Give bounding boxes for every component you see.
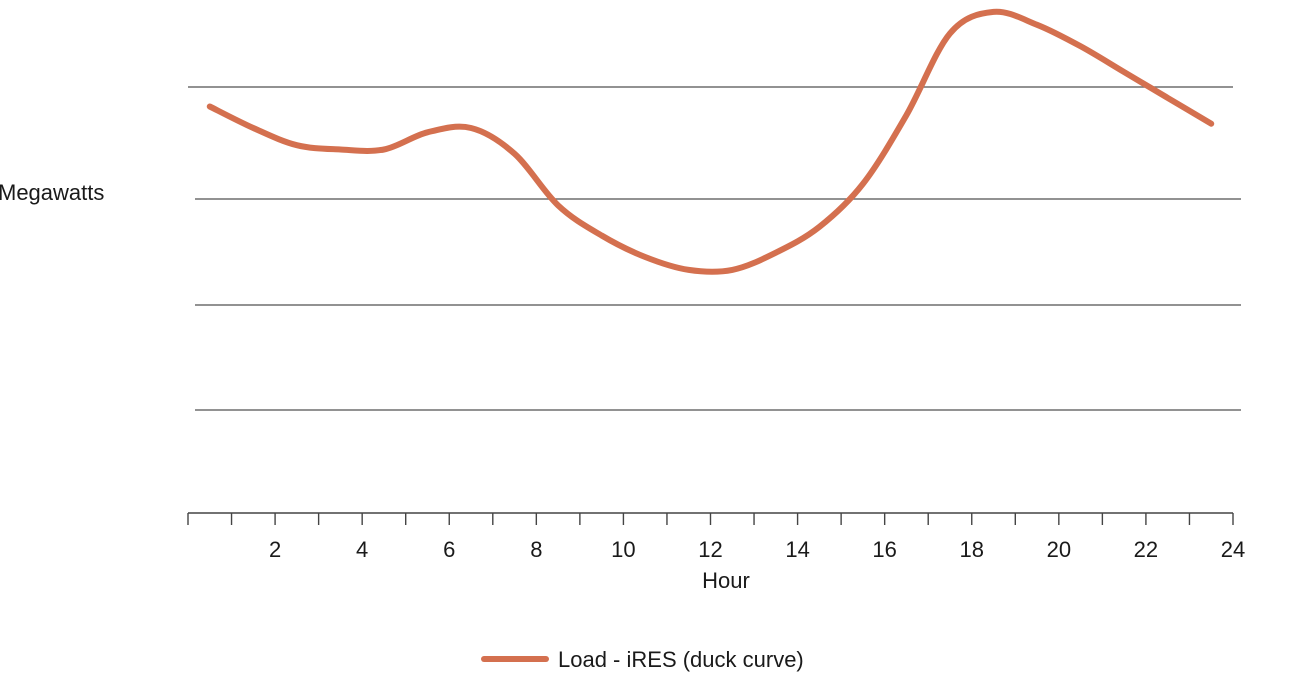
x-tick-label: 22 [1134, 537, 1158, 562]
x-tick-label: 4 [356, 537, 368, 562]
x-tick-label: 20 [1047, 537, 1071, 562]
legend-label: Load - iRES (duck curve) [558, 647, 804, 672]
x-tick-label: 2 [269, 537, 281, 562]
series-layer [206, 8, 1215, 275]
legend: Load - iRES (duck curve) [481, 647, 804, 672]
x-tick-labels: 2 4 6 8 10 12 14 16 18 20 22 24 [269, 537, 1245, 562]
x-tick-label: 12 [698, 537, 722, 562]
gridlines [188, 86, 1241, 411]
x-tick-label: 18 [960, 537, 984, 562]
series-line [206, 8, 1215, 275]
x-tick-label: 6 [443, 537, 455, 562]
y-axis-title: Megawatts [0, 180, 104, 205]
x-tick-label: 16 [872, 537, 896, 562]
x-axis [187, 512, 1234, 525]
x-tick-label: 14 [785, 537, 809, 562]
x-tick-label: 10 [611, 537, 635, 562]
x-tick-label: 24 [1221, 537, 1245, 562]
x-tick-label: 8 [530, 537, 542, 562]
x-axis-title: Hour [702, 568, 750, 593]
